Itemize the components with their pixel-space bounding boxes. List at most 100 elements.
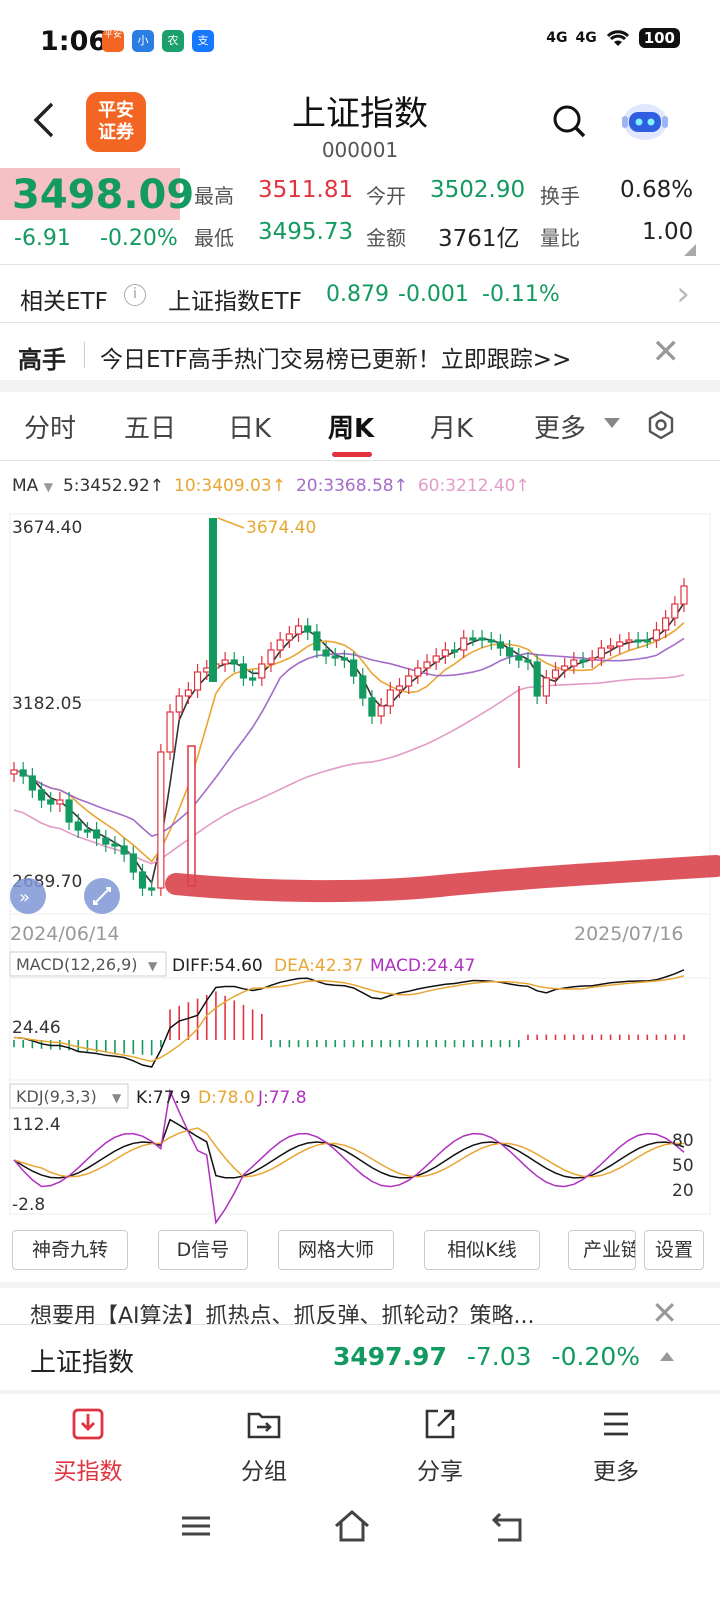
- signal-icon-2: 4G: [575, 30, 597, 46]
- kdj-top-tick: 112.4: [12, 1115, 61, 1135]
- section-gap: [0, 380, 720, 392]
- x-end-date: 2025/07/16: [574, 923, 684, 945]
- ma60-value: 60:3212.40↑: [417, 476, 530, 496]
- nav-more[interactable]: 更多: [556, 1404, 676, 1486]
- bottom-index-change-pct: -0.20%: [551, 1342, 640, 1371]
- nav-group[interactable]: 分组: [204, 1404, 324, 1486]
- nav-label: 更多: [593, 1459, 639, 1485]
- home-icon[interactable]: [332, 1506, 372, 1546]
- close-icon[interactable]: ✕: [651, 332, 681, 372]
- macd-diff-line: [13, 969, 685, 1068]
- search-icon[interactable]: [552, 104, 586, 138]
- etf-change: -0.001: [398, 282, 469, 307]
- candle-body: [671, 603, 679, 619]
- close-icon[interactable]: ✕: [651, 1294, 678, 1332]
- candle-body: [340, 657, 349, 661]
- tool-similar-k[interactable]: 相似K线: [424, 1230, 540, 1270]
- macd-selector[interactable]: [9, 951, 167, 977]
- annotation-stroke: [165, 855, 720, 903]
- etf-label: 相关ETF: [20, 289, 108, 315]
- candle-body: [423, 661, 431, 669]
- ma5-value: 5:3452.92↑: [62, 476, 165, 496]
- price-change-pct: -0.20%: [100, 226, 178, 251]
- nav-buy-index[interactable]: 买指数: [28, 1404, 148, 1486]
- candle-body: [322, 649, 330, 657]
- buy-index-icon: [72, 1408, 104, 1440]
- candle-body: [616, 641, 624, 647]
- chevron-right-icon[interactable]: ›: [676, 274, 690, 314]
- app-notification-icon: 小: [132, 30, 154, 52]
- candle-body: [10, 769, 18, 775]
- tab-intraday[interactable]: 分时: [24, 414, 77, 444]
- bottom-index-quote[interactable]: 3497.97 -7.03 -0.20%: [333, 1342, 674, 1371]
- kdj-d: D:78.0: [198, 1088, 255, 1108]
- kdj-d-line: [13, 1127, 685, 1178]
- nav-share[interactable]: 分享: [380, 1404, 500, 1486]
- tool-d-signal[interactable]: D信号: [158, 1230, 248, 1270]
- candle-body: [56, 799, 64, 805]
- info-icon[interactable]: i: [124, 284, 146, 306]
- candle-body: [432, 655, 440, 663]
- kdj-level-20: 20: [672, 1181, 694, 1201]
- candle-body: [487, 639, 495, 643]
- divider: [0, 1324, 720, 1325]
- expand-corner-icon[interactable]: [684, 244, 696, 256]
- candle-body: [441, 649, 449, 657]
- candle-body: [377, 705, 385, 717]
- candle-body: [209, 518, 217, 682]
- dropdown-arrow-icon: ▼: [148, 959, 158, 973]
- candle-body: [166, 711, 174, 753]
- tab-monthly-k[interactable]: 月K: [430, 414, 474, 444]
- tool-grid-master[interactable]: 网格大师: [278, 1230, 394, 1270]
- kdj-j: J:77.8: [257, 1088, 307, 1108]
- high-value: 3511.81: [258, 177, 354, 203]
- candle-body: [28, 775, 36, 791]
- candle-body: [37, 789, 46, 801]
- system-back-icon[interactable]: [488, 1506, 528, 1546]
- etf-change-pct: -0.11%: [482, 282, 560, 307]
- tab-more[interactable]: 更多: [534, 414, 587, 444]
- gaoshou-label: 高手: [18, 346, 66, 374]
- recent-apps-icon[interactable]: [176, 1506, 216, 1546]
- collapse-icon[interactable]: »: [10, 878, 46, 914]
- current-price: 3498.09: [12, 172, 195, 218]
- section-gap: [0, 1282, 720, 1288]
- high-label: 最高: [194, 184, 234, 208]
- candle-body: [450, 649, 459, 653]
- divider: [0, 322, 720, 323]
- ma10-line: [13, 621, 685, 863]
- candle-body: [634, 639, 642, 643]
- tab-five-day[interactable]: 五日: [124, 414, 177, 444]
- candle-body: [414, 667, 422, 677]
- candle-body: [643, 639, 651, 643]
- fullscreen-icon[interactable]: [84, 878, 120, 914]
- kdj-selector[interactable]: [9, 1083, 129, 1109]
- chart-grid: [9, 513, 711, 1215]
- candle-body: [65, 799, 73, 823]
- tool-industry-chain[interactable]: 产业链: [568, 1230, 636, 1270]
- settings-gear-icon[interactable]: [646, 410, 676, 440]
- tab-active-indicator: [332, 452, 372, 457]
- candle-body: [267, 649, 275, 665]
- ma-selector[interactable]: MA ▼: [12, 476, 53, 496]
- candle-body: [570, 659, 578, 667]
- candle-body: [230, 659, 238, 665]
- ma10-value: 10:3409.03↑: [174, 476, 286, 496]
- tab-weekly-k[interactable]: 周K: [328, 414, 375, 444]
- macd-diff: DIFF:54.60: [172, 956, 263, 976]
- tool-magic-nine[interactable]: 神奇九转: [12, 1230, 128, 1270]
- share-icon: [425, 1409, 455, 1439]
- back-icon[interactable]: [30, 100, 60, 140]
- kline-chart[interactable]: 3674.40 3182.05 2689.70 3674.40 » 2024/0…: [0, 500, 720, 1228]
- ad-banner[interactable]: 想要用【AI算法】抓热点、抓反弹、抓轮动？策略...: [30, 1304, 535, 1329]
- kdj-j-line: [13, 1088, 685, 1225]
- ai-robot-icon[interactable]: [618, 96, 672, 144]
- tab-daily-k[interactable]: 日K: [228, 414, 272, 444]
- tool-settings[interactable]: 设置: [644, 1230, 704, 1270]
- macd-dea: DEA:42.37: [274, 956, 364, 976]
- candles: [10, 518, 688, 896]
- candle-body: [533, 661, 541, 697]
- kdj-panel: [13, 1088, 685, 1225]
- candle-body: [138, 871, 147, 889]
- gaoshou-banner-link[interactable]: 今日ETF高手热门交易榜已更新！立即跟踪>>: [100, 347, 572, 373]
